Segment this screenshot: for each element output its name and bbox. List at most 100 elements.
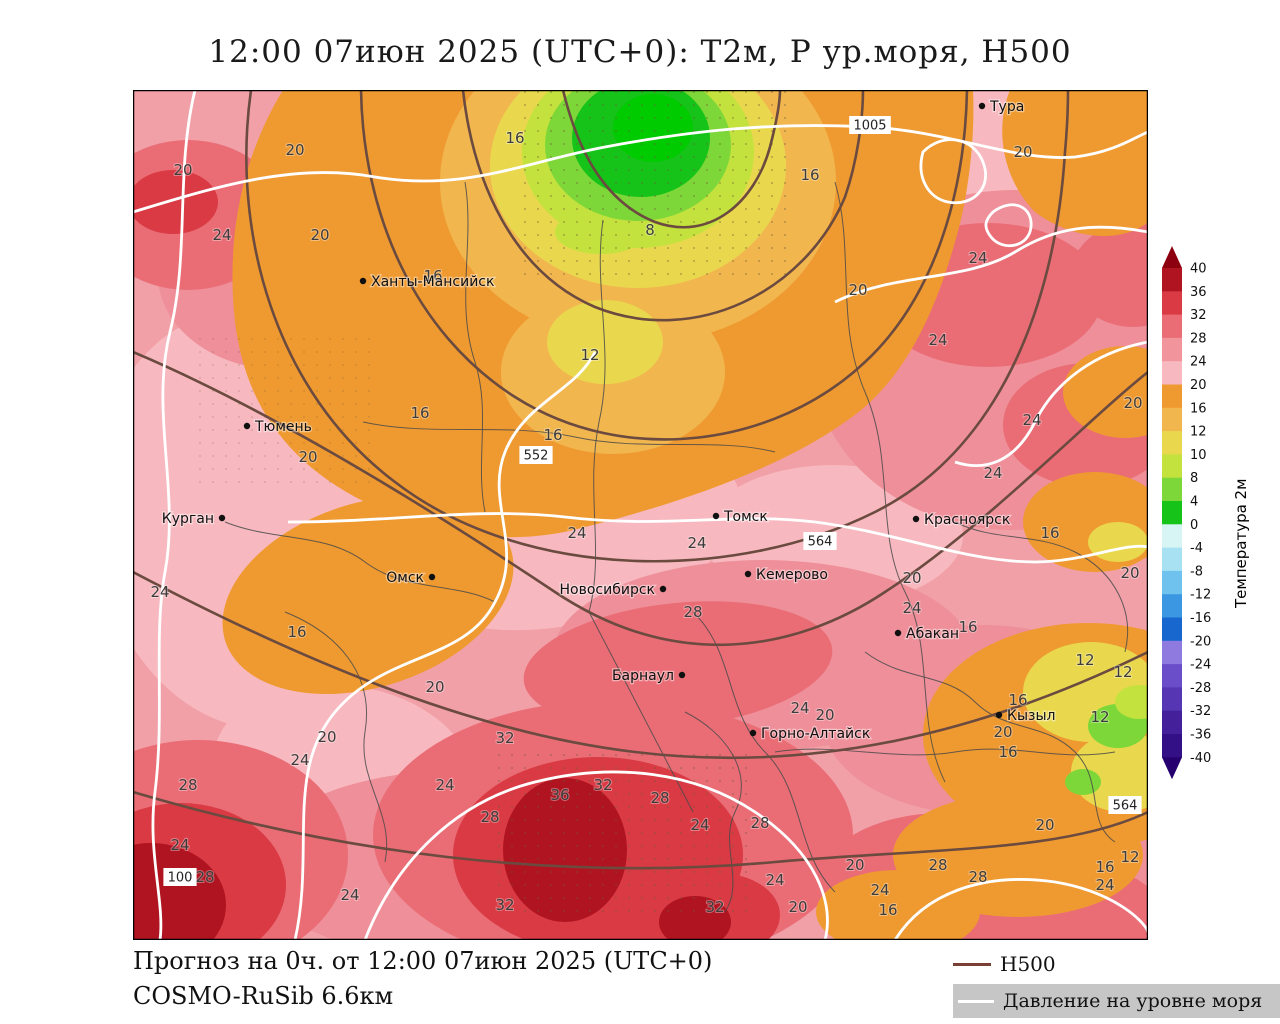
temperature-colorbar: 403632282420161210840-4-8-12-16-20-24-28… [1162,246,1211,780]
city-label: Горно-Алтайск [761,726,870,742]
colorbar-band [1162,291,1182,316]
colorbar-band [1162,640,1182,665]
colorbar-tick: -28 [1190,681,1211,696]
contour-label: 28 [968,868,987,886]
city-label: Ханты-Мансийск [371,274,494,290]
colorbar-band [1162,710,1182,735]
contour-label: 24 [983,464,1002,482]
colorbar-tick: 24 [1190,355,1207,370]
colorbar-tick: -36 [1190,728,1211,743]
city-dot [749,729,757,737]
contour-label: 16 [1095,858,1114,876]
contour-label: 16 [1040,524,1059,542]
colorbar-tick: 8 [1190,471,1198,486]
city-label: Омск [386,570,424,586]
contour-label: 16 [800,166,819,184]
contour-label: 24 [790,699,809,717]
contour-label: 20 [310,226,329,244]
contour-label: 16 [287,623,306,641]
city-dot [678,671,686,679]
h500-contours [133,90,1148,870]
contour-label: 24 [968,249,987,267]
colorbar-tick: -12 [1190,588,1211,603]
colorbar-tick: 12 [1190,425,1207,440]
contour-label: 20 [845,856,864,874]
contour-label: 24 [567,524,586,542]
colorbar-tick: -24 [1190,658,1211,673]
colorbar-band [1162,524,1182,549]
contour-label: 28 [480,808,499,826]
city-label: Томск [723,509,768,525]
colorbar-band [1162,384,1182,409]
contour-label: 20 [1120,564,1139,582]
colorbar-band [1162,454,1182,479]
contour-label: 8 [645,221,655,239]
colorbar-band [1162,337,1182,362]
contour-label: 32 [705,898,724,916]
contour-label: 32 [495,896,514,914]
contour-label: 16 [958,618,977,636]
contour-value-label: 564 [1113,799,1138,814]
contour-value-box [519,446,553,464]
contour-label: 20 [848,281,867,299]
colorbar-band [1162,547,1182,572]
colorbar-title: Температура 2м [1232,478,1250,608]
contour-label: 20 [788,898,807,916]
city-label: Кемерово [756,567,828,583]
contour-label: 28 [928,856,947,874]
contour-label: 12 [1113,663,1132,681]
contour-label: 24 [170,836,189,854]
colorbar-tick: -40 [1190,751,1211,766]
colorbar-band [1162,594,1182,619]
colorbar-tick: 36 [1190,285,1207,300]
contour-label: 36 [550,786,569,804]
contour-value-label: 1005 [853,119,886,134]
colorbar-band [1162,314,1182,339]
contour-label: 20 [993,723,1012,741]
h500-line-sample [953,962,991,966]
pressure-line-sample [958,999,994,1003]
contour-label: 24 [340,886,359,904]
colorbar-band [1162,431,1182,455]
city-label: Барнаул [612,668,674,684]
contour-label: 24 [290,751,309,769]
map-frame: 1005 552 564 564 100 20 16 20 16 20 24 20 8 24 20 16 24… [133,90,1148,940]
contour-label: 20 [815,706,834,724]
contour-label: 28 [650,789,669,807]
contour-label: 24 [212,226,231,244]
contour-label: 24 [1095,876,1114,894]
contour-label: 16 [878,901,897,919]
contour-label: 24 [435,776,454,794]
city-dot [428,573,436,581]
city-dot [894,629,902,637]
city-dot [912,515,920,523]
contour-label: 28 [178,776,197,794]
contour-label: 16 [998,743,1017,761]
contour-value-box [803,532,837,550]
contour-label: 24 [1022,411,1041,429]
colorbar-tick: -16 [1190,611,1211,626]
city-dot [243,422,251,430]
contour-label: 24 [870,881,889,899]
model-info: COSMO-RuSib 6.6км [133,982,394,1010]
contour-label: 12 [580,346,599,364]
contour-label: 32 [593,776,612,794]
colorbar-tick: 40 [1190,262,1207,277]
colorbar-tick: -8 [1190,564,1203,579]
city-dot [659,585,667,593]
colorbar-band [1162,687,1182,712]
colorbar-band [1162,570,1182,595]
contour-label: 24 [687,534,706,552]
colorbar-tick: 20 [1190,378,1207,393]
contour-label: 24 [902,599,921,617]
contour-label: 24 [150,583,169,601]
city-markers: Тура Ханты-Мансийск Тюмень Курган Омск Томск К… [161,98,1057,744]
contour-label: 20 [1035,816,1054,834]
colorbar-tick: -20 [1190,634,1211,649]
contour-label: 20 [1123,394,1142,412]
contour-value-box [849,116,891,134]
contour-value-boxes: 1005 552 564 564 100 [163,116,1142,886]
